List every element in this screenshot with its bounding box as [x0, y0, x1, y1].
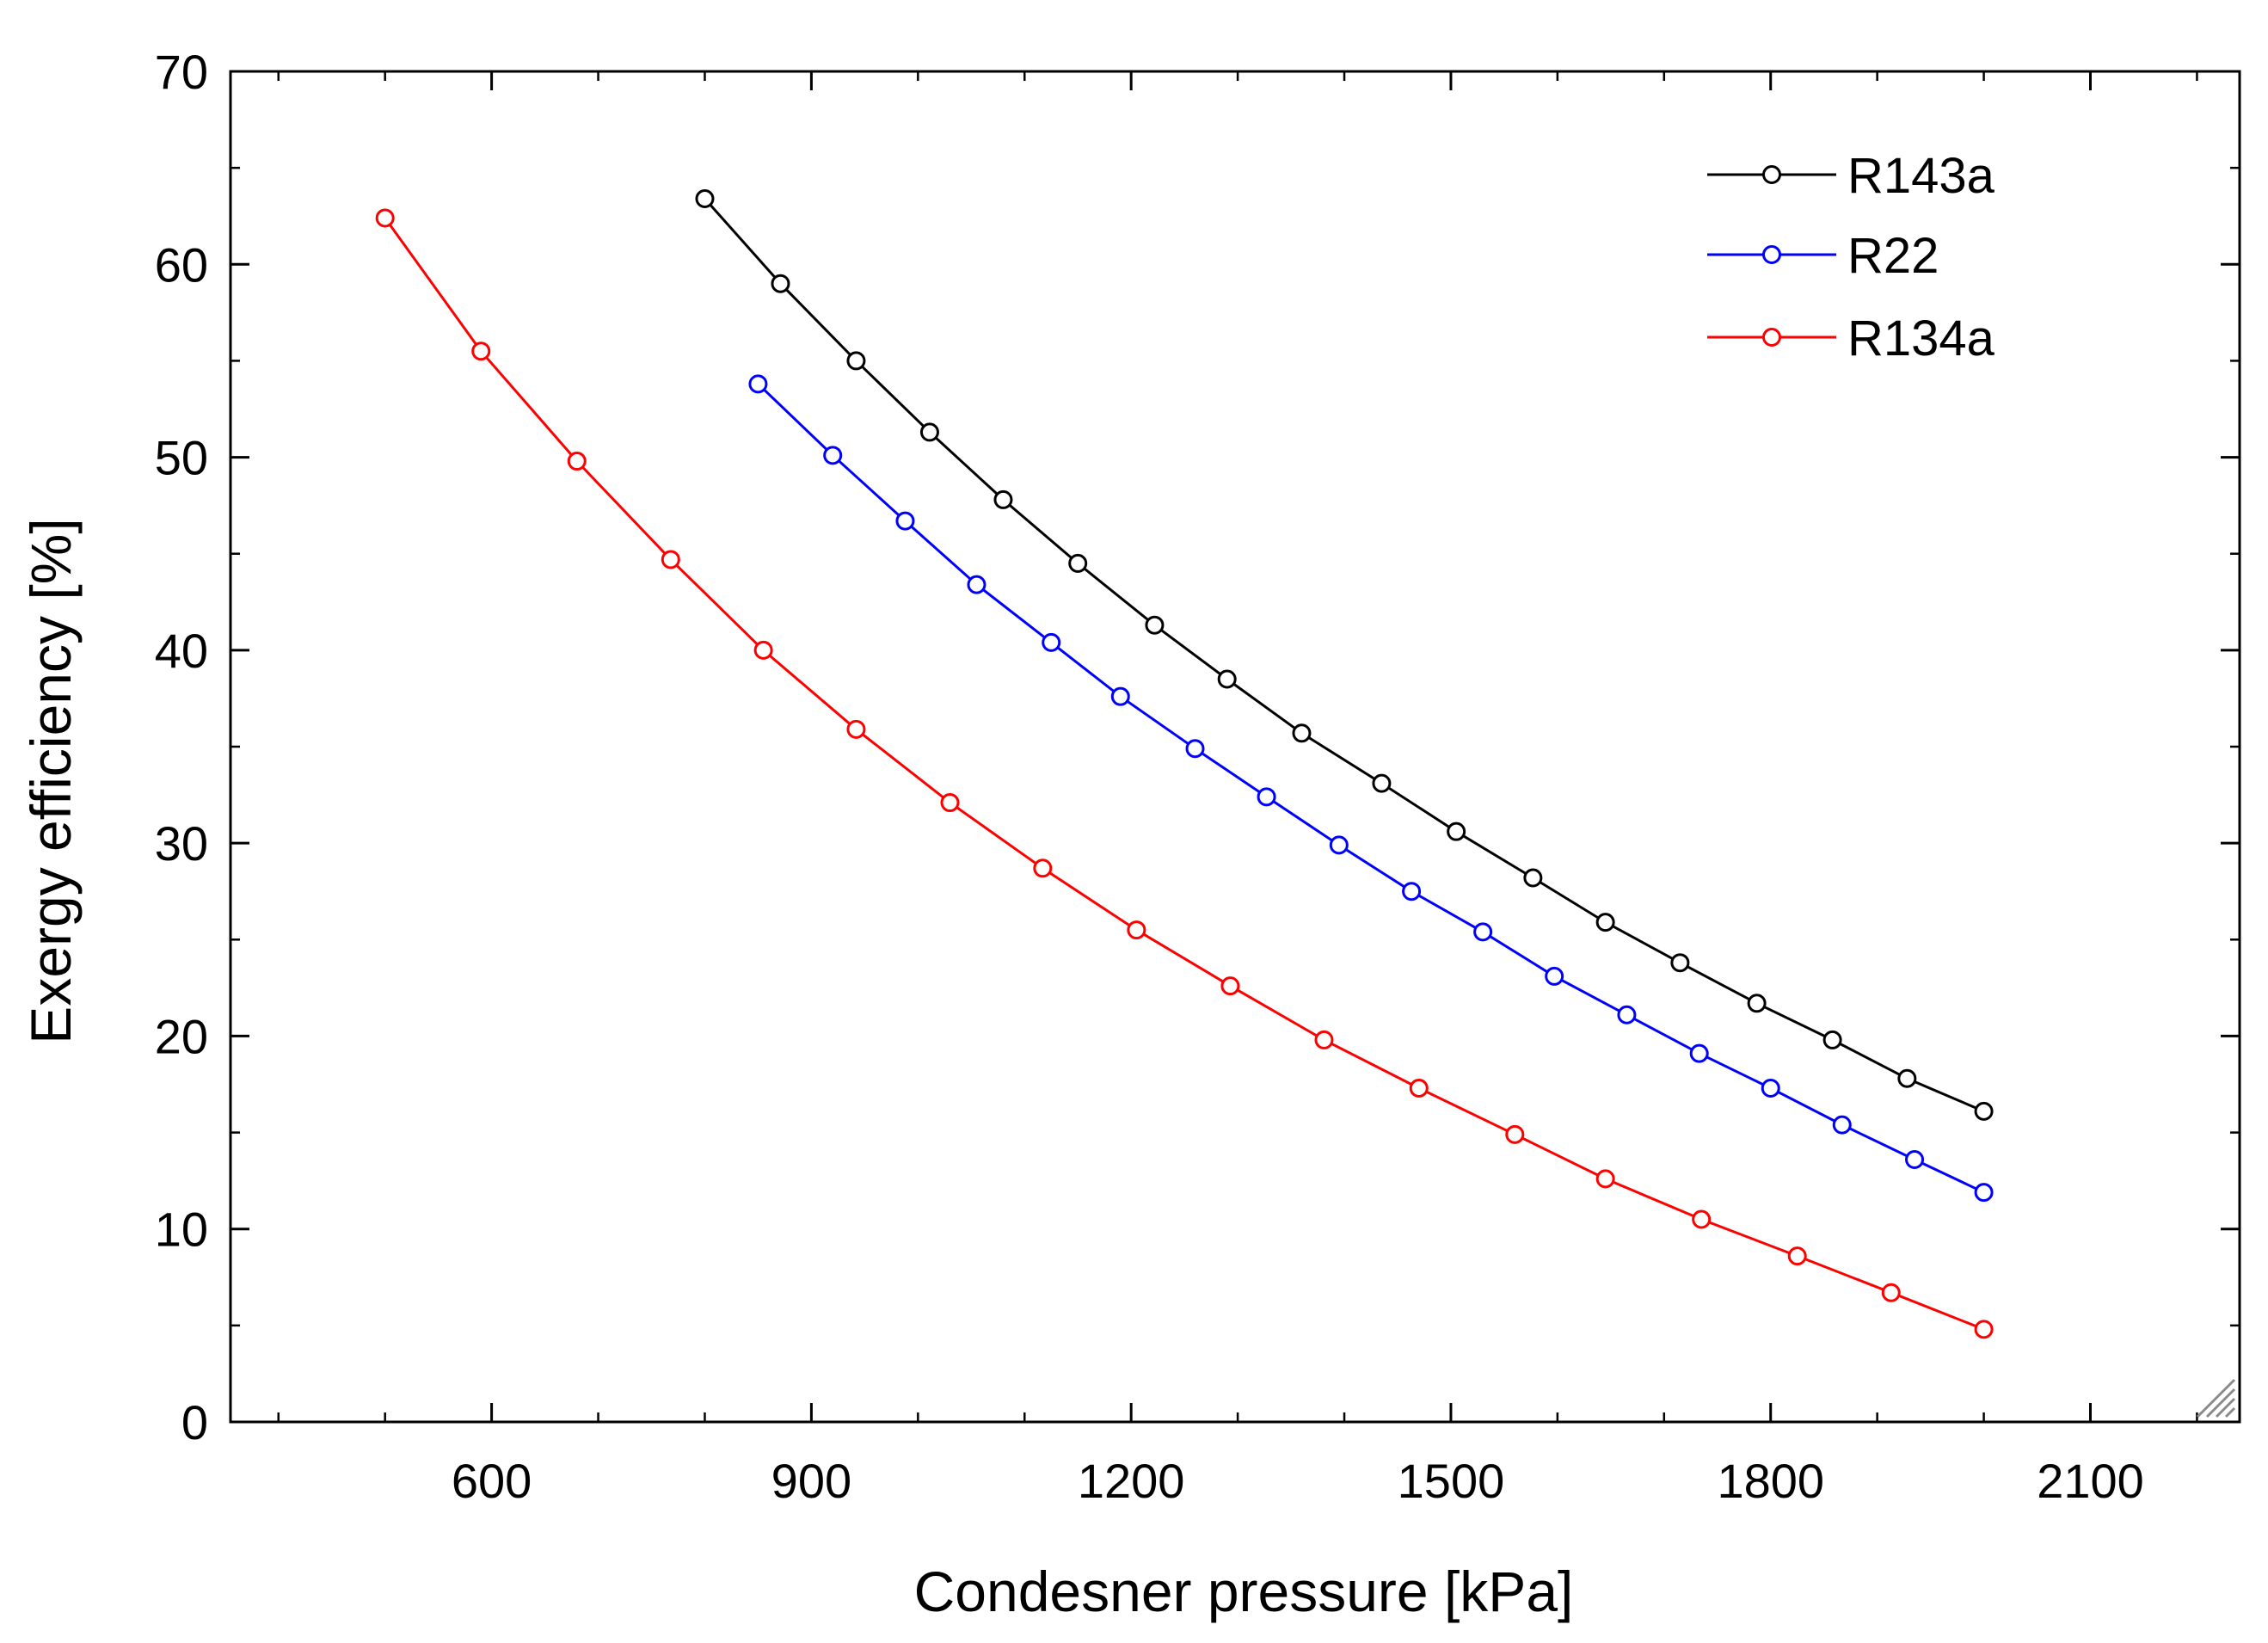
resize-grip-line	[2224, 1406, 2236, 1418]
data-point-r143a	[1747, 994, 1767, 1013]
data-point-r143a	[1372, 773, 1392, 793]
y-axis-title: Exergy efficiency [%]	[19, 518, 83, 1043]
resize-grip-line	[2196, 1378, 2236, 1418]
plot-frame	[229, 70, 2241, 1424]
x-axis-title: Condesner pressure [kPa]	[914, 1560, 1574, 1623]
data-point-r143a	[1897, 1068, 1917, 1088]
data-point-r134a	[1127, 920, 1146, 940]
series-r22	[748, 374, 1994, 1203]
data-point-r143a	[695, 189, 715, 209]
data-point-r22	[967, 575, 986, 594]
y-tick-label: 30	[155, 816, 208, 871]
legend-marker-r143a	[1762, 165, 1781, 184]
series-r134a	[375, 208, 1994, 1339]
series-layer	[375, 189, 1994, 1339]
x-tick-label: 900	[771, 1454, 851, 1508]
data-point-r134a	[1787, 1246, 1807, 1266]
data-point-r134a	[1220, 976, 1240, 996]
data-point-r22	[1257, 787, 1276, 807]
x-tick-label: 1500	[1398, 1454, 1505, 1508]
series-line-r134a	[384, 217, 1985, 1331]
data-point-r22	[1473, 922, 1493, 942]
data-point-r22	[1042, 632, 1061, 652]
data-point-r134a	[1692, 1209, 1712, 1229]
data-point-r134a	[567, 452, 587, 471]
data-point-r22	[1402, 882, 1422, 901]
data-point-r143a	[771, 274, 790, 293]
data-point-r143a	[1068, 553, 1088, 573]
resize-grip-line	[2215, 1397, 2236, 1418]
data-point-r134a	[661, 550, 680, 569]
y-tick-label: 20	[155, 1009, 208, 1063]
data-point-r143a	[1974, 1101, 1994, 1121]
data-point-r134a	[375, 208, 395, 228]
data-point-r22	[1905, 1149, 1925, 1169]
legend-label-r134a: R134a	[1847, 311, 1995, 366]
data-point-r143a	[1670, 953, 1690, 973]
data-point-r143a	[1523, 868, 1543, 888]
y-tick-label: 40	[155, 624, 208, 678]
data-point-r22	[1185, 739, 1205, 759]
series-line-r22	[757, 383, 1985, 1194]
data-point-r22	[1329, 835, 1349, 855]
legend-item-r22: R22	[1707, 228, 1939, 284]
data-point-r143a	[1145, 615, 1165, 635]
data-point-r134a	[1409, 1078, 1429, 1098]
data-point-r22	[748, 374, 768, 394]
data-point-r134a	[1505, 1124, 1525, 1144]
legend-marker-r134a	[1762, 328, 1781, 347]
data-point-r22	[1832, 1115, 1852, 1135]
y-tick-label: 0	[181, 1395, 208, 1449]
y-tick-label: 60	[155, 237, 208, 292]
series-line-r143a	[704, 198, 1985, 1113]
data-point-r143a	[1595, 913, 1615, 932]
data-point-r134a	[1595, 1169, 1615, 1189]
data-point-r143a	[1292, 723, 1312, 743]
resize-grip-line	[2205, 1388, 2236, 1418]
data-point-r22	[1974, 1183, 1994, 1203]
legend-label-r22: R22	[1847, 228, 1939, 284]
data-point-r22	[1689, 1043, 1709, 1063]
data-point-r134a	[1974, 1320, 1994, 1339]
data-point-r143a	[1217, 669, 1237, 689]
data-point-r134a	[1314, 1030, 1334, 1049]
data-point-r22	[1545, 966, 1564, 986]
y-tick-label: 10	[155, 1203, 208, 1257]
x-tick-label: 1200	[1078, 1454, 1185, 1508]
data-point-r22	[1110, 686, 1130, 706]
data-point-r143a	[993, 489, 1013, 509]
legend-item-r143a: R143a	[1707, 148, 1995, 204]
data-point-r134a	[846, 719, 866, 739]
data-point-r22	[823, 446, 843, 465]
resize-grip-icon	[2196, 1378, 2236, 1418]
data-point-r22	[895, 511, 915, 531]
data-point-r143a	[1447, 822, 1466, 841]
x-tick-label: 600	[452, 1454, 532, 1508]
data-point-r134a	[1033, 858, 1053, 878]
legend: R143a R22 R134a	[1707, 148, 1995, 366]
data-point-r134a	[753, 640, 773, 660]
data-point-r22	[1761, 1078, 1780, 1098]
data-point-r134a	[471, 342, 491, 361]
data-point-r134a	[1881, 1283, 1901, 1302]
y-tick-label: 50	[155, 431, 208, 485]
y-tick-label: 70	[155, 45, 208, 99]
x-tick-label: 2100	[2037, 1454, 2144, 1508]
data-point-r143a	[846, 351, 866, 371]
series-r143a	[695, 189, 1994, 1121]
legend-label-r143a: R143a	[1847, 148, 1995, 204]
legend-marker-r22	[1762, 245, 1781, 264]
data-point-r134a	[940, 793, 960, 813]
x-tick-label: 1800	[1717, 1454, 1824, 1508]
data-point-r22	[1617, 1005, 1637, 1025]
legend-item-r134a: R134a	[1707, 311, 1995, 366]
ticks-layer: 600 900 1200 1500 1800 2100 0 10 20 30 40 50 60 70	[155, 45, 2240, 1508]
data-point-r143a	[919, 422, 939, 442]
data-point-r143a	[1822, 1030, 1842, 1049]
